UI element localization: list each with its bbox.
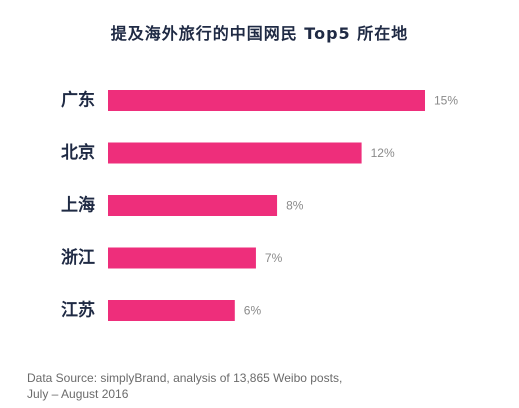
category-label: 浙江: [61, 247, 95, 268]
value-label: 12%: [371, 146, 395, 160]
value-label: 7%: [265, 251, 283, 265]
bar: [108, 195, 278, 216]
category-label: 江苏: [61, 300, 95, 321]
value-label: 15%: [434, 94, 458, 108]
value-label: 6%: [244, 304, 262, 318]
category-label: 上海: [61, 195, 95, 216]
data-source-note: Data Source: simplyBrand, analysis of 13…: [27, 370, 342, 402]
category-label: 北京: [61, 142, 95, 163]
bar: [108, 142, 362, 164]
data-source-line-1: Data Source: simplyBrand, analysis of 13…: [27, 371, 343, 385]
data-source-line-2: July – August 2016: [27, 387, 129, 401]
value-label: 8%: [286, 199, 304, 213]
bar: [108, 90, 425, 111]
chart-title: 提及海外旅行的中国网民 Top5 所在地: [110, 24, 409, 43]
category-label: 广东: [61, 90, 95, 111]
bar: [108, 247, 256, 269]
bar: [108, 300, 235, 321]
